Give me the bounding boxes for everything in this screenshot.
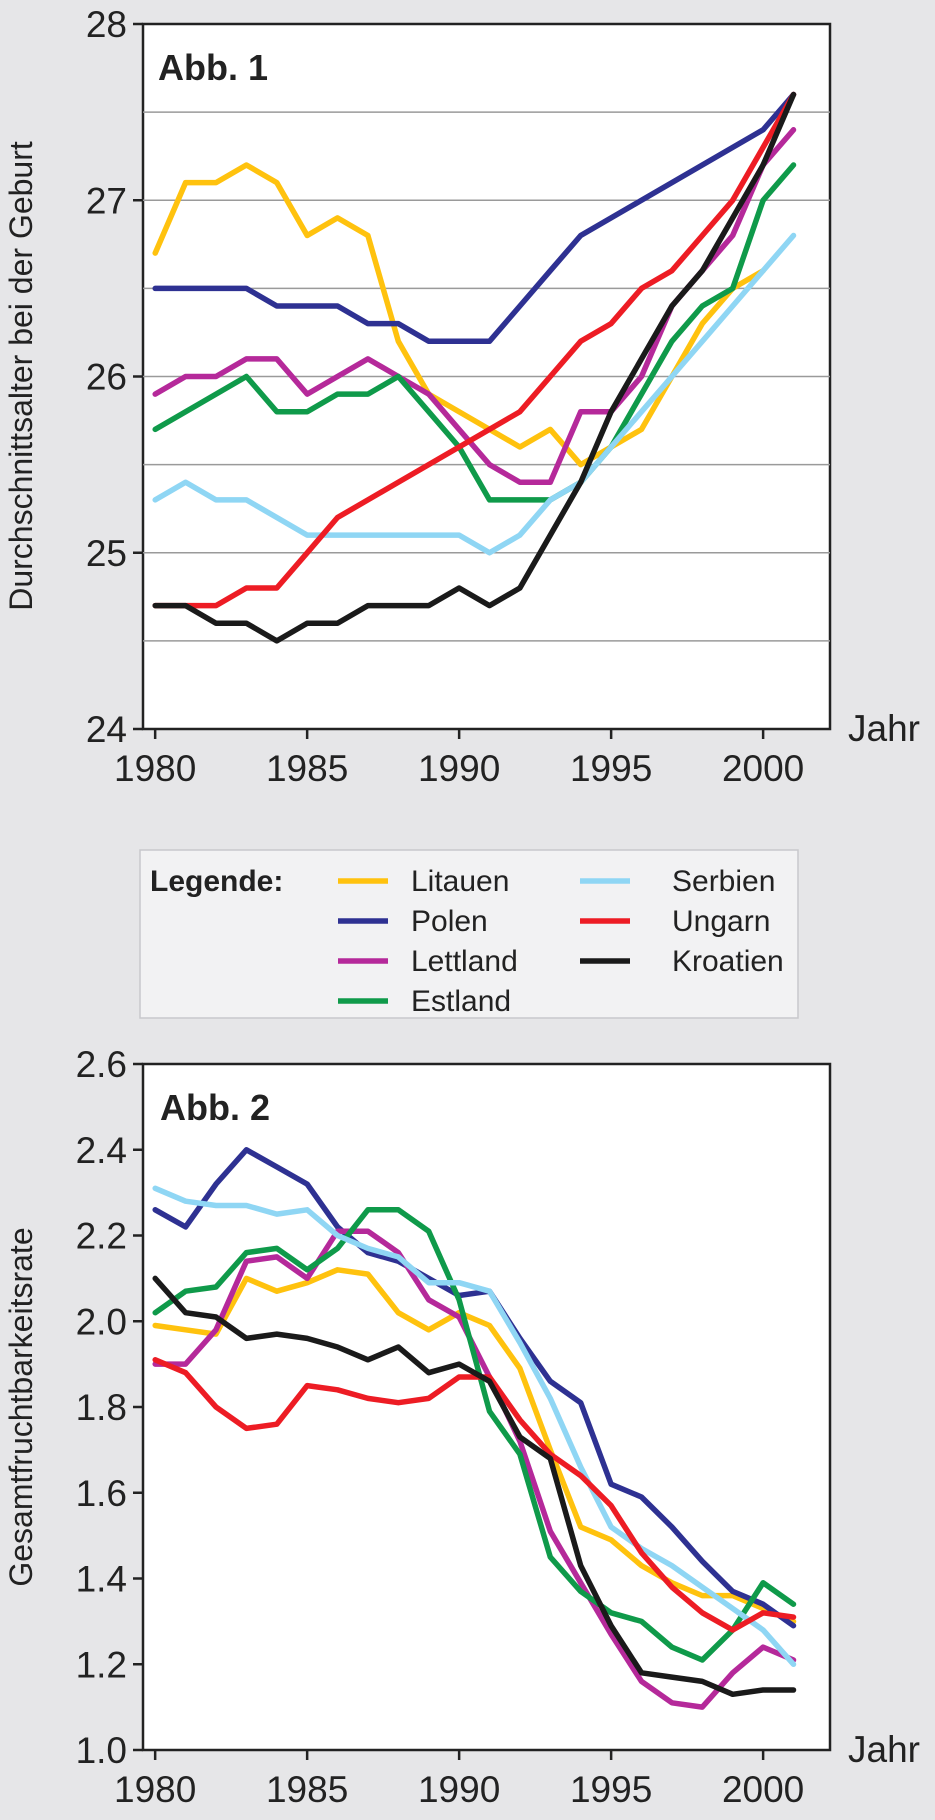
chart-2-y-tick-label: 2.4 [76, 1130, 127, 1171]
chart-1-gridlines [143, 111, 830, 642]
chart-2-x-tick-label: 1980 [114, 1769, 196, 1810]
chart-1-y-tick-label: 25 [86, 533, 127, 574]
chart-1-series-polen [152, 91, 797, 345]
chart-1-x-tick-label: 1980 [114, 748, 196, 789]
legend-label-serbien: Serbien [672, 865, 775, 898]
chart-2-x-axis-title: Jahr [848, 1729, 920, 1770]
chart-1-x-tick-label: 1990 [418, 748, 500, 789]
chart-2-x-tick-label: 1990 [418, 1769, 500, 1810]
chart-2-x-tick-label: 1995 [570, 1769, 652, 1810]
chart-1-series-kroatien [152, 91, 797, 644]
chart-1-y-axis-title: Durchschnittsalter bei der Geburt [3, 141, 39, 611]
chart-1-x-tick-label: 1995 [570, 748, 652, 789]
chart-2-ticks: 1.0 1.2 1.4 1.6 1.8 2.0 2.2 2.4 2.6 1980 1985 1990 1… [76, 1044, 805, 1810]
chart-2-series-polen [152, 1147, 797, 1629]
chart-1-panel-label: Abb. 1 [158, 47, 268, 88]
chart-1-y-tick-label: 26 [86, 357, 127, 398]
chart-2-y-tick-label: 1.0 [76, 1730, 127, 1771]
chart-2-y-tick-label: 2.2 [76, 1216, 127, 1257]
chart-2: 1.0 1.2 1.4 1.6 1.8 2.0 2.2 2.4 2.6 1980 1985 1990 1… [3, 1044, 920, 1810]
legend-label-estland: Estland [411, 985, 511, 1018]
chart-2-series [152, 1147, 797, 1710]
chart-1-y-tick-label: 27 [86, 180, 127, 221]
chart-1-y-tick-label: 28 [86, 4, 127, 45]
chart-1-x-axis-title: Jahr [848, 708, 920, 749]
chart-2-series-kroatien [152, 1275, 797, 1698]
chart-2-series-estland [152, 1207, 797, 1663]
chart-1-x-tick-label: 2000 [722, 748, 804, 789]
chart-1-y-tick-label: 24 [86, 709, 127, 750]
chart-2-y-tick-label: 2.0 [76, 1301, 127, 1342]
legend-label-lettland: Lettland [411, 945, 518, 978]
chart-2-y-tick-label: 1.2 [76, 1644, 127, 1685]
chart-1-ticks: 24 25 26 27 28 1980 1985 1990 1995 2000 [86, 4, 804, 789]
legend-label-kroatien: Kroatien [672, 945, 784, 978]
chart-2-x-tick-label: 1985 [266, 1769, 348, 1810]
chart-2-x-tick-label: 2000 [722, 1769, 804, 1810]
legend-entries: Litauen Polen Lettland Estland Serbien Ungarn… [338, 865, 784, 1018]
chart-2-y-tick-label: 2.6 [76, 1044, 127, 1085]
legend-label-polen: Polen [411, 905, 488, 938]
chart-2-panel-label: Abb. 2 [160, 1087, 270, 1128]
chart-2-y-tick-label: 1.4 [76, 1559, 127, 1600]
legend-title: Legende: [150, 865, 283, 898]
chart-1: 24 25 26 27 28 1980 1985 1990 1995 2000 Abb. 1 Du… [3, 4, 920, 789]
legend: Legende: Litauen Polen Lettland Estland Serb… [139, 849, 799, 1019]
chart-2-series-ungarn [152, 1357, 797, 1633]
chart-1-x-tick-label: 1985 [266, 748, 348, 789]
legend-label-ungarn: Ungarn [672, 905, 770, 938]
legend-box [139, 849, 799, 1019]
chart-2-series-litauen [152, 1267, 797, 1625]
chart-2-series-serbien [152, 1185, 797, 1668]
legend-label-litauen: Litauen [411, 865, 509, 898]
chart-2-y-axis-title: Gesamtfruchtbarkeitsrate [3, 1227, 39, 1586]
chart-2-y-tick-label: 1.8 [76, 1387, 127, 1428]
chart-1-series-serbien [152, 232, 797, 556]
chart-1-series [152, 91, 797, 644]
chart-2-y-tick-label: 1.6 [76, 1473, 127, 1514]
chart-1-series-ungarn [152, 91, 797, 609]
chart-1-series-litauen [152, 162, 766, 468]
chart-1-series-estland [152, 162, 797, 503]
